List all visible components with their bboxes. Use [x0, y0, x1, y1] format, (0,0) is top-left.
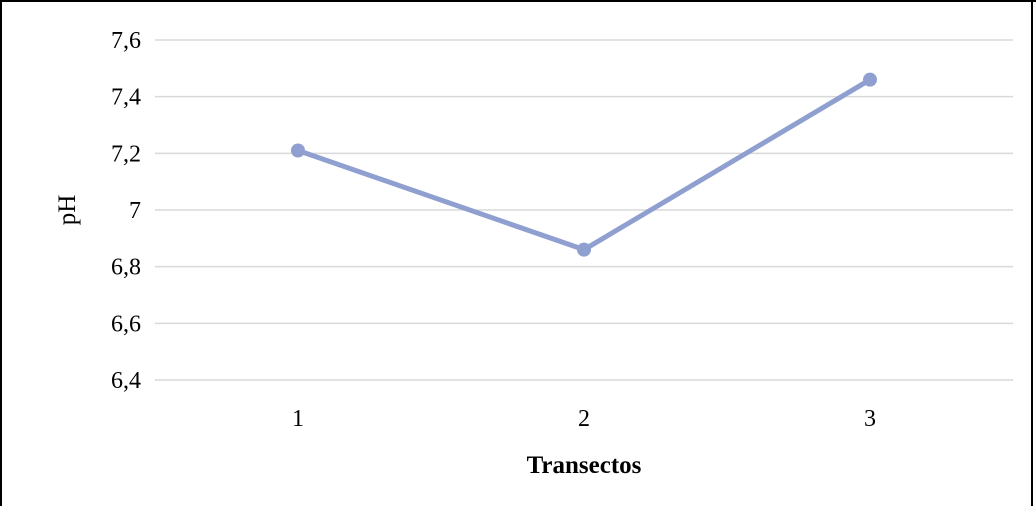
gridlines: [155, 39, 1013, 381]
y-axis-ticks: 6,4 6,6 6,8 7 7,2 7,4 7,6: [111, 28, 141, 394]
y-tick-label: 7,2: [111, 141, 141, 167]
data-point: [577, 242, 591, 257]
y-axis-title: pH: [54, 195, 81, 226]
frame-border-left: [0, 0, 2, 506]
data-point: [863, 72, 877, 87]
x-tick-label: 3: [864, 406, 876, 432]
y-tick-label: 6,6: [111, 311, 141, 337]
y-tick-label: 7,4: [111, 85, 141, 111]
x-axis-title: Transectos: [527, 452, 642, 479]
y-tick-label: 7: [129, 198, 141, 224]
series-line: [295, 77, 873, 253]
data-point: [291, 143, 305, 158]
frame-border-top: [0, 0, 1036, 2]
x-tick-label: 2: [578, 406, 590, 432]
x-tick-label: 1: [292, 406, 304, 432]
x-axis-ticks: 1 2 3: [292, 406, 876, 432]
frame-border-right: [1031, 0, 1033, 506]
series-layer: [291, 72, 877, 257]
y-tick-label: 6,4: [111, 368, 141, 394]
y-tick-label: 6,8: [111, 255, 141, 281]
y-tick-label: 7,6: [111, 28, 141, 54]
